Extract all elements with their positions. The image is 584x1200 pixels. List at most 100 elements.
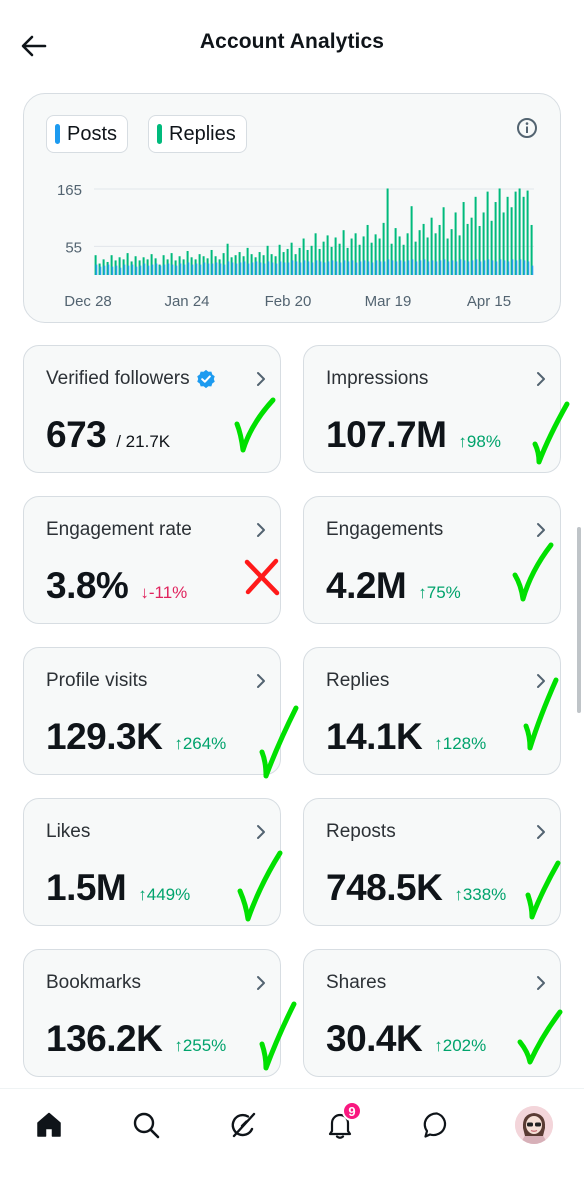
nav-grok[interactable]	[221, 1103, 265, 1147]
reply-bar	[430, 217, 433, 275]
chevron-right-icon	[257, 976, 265, 990]
post-bar	[263, 263, 266, 275]
card-engagements[interactable]: Engagements 4.2M ↑75%	[303, 496, 561, 624]
search-icon	[133, 1112, 160, 1139]
post-bar	[443, 259, 446, 275]
card-impressions[interactable]: Impressions 107.7M ↑98%	[303, 345, 570, 473]
reply-bar	[170, 253, 173, 275]
legend-posts[interactable]: Posts	[46, 115, 129, 153]
card-shares[interactable]: Shares 30.4K ↑202%	[303, 949, 563, 1077]
post-bar	[275, 263, 278, 275]
reply-bar	[402, 244, 405, 275]
nav-notifications[interactable]: 9	[318, 1101, 362, 1147]
post-bar	[511, 259, 514, 275]
card-profile-visits[interactable]: Profile visits 129.3K ↑264%	[23, 647, 299, 779]
profile-visits-change-value: 264%	[182, 734, 227, 753]
nav-messages[interactable]	[415, 1103, 459, 1147]
post-bar	[167, 263, 170, 275]
post-bar	[499, 259, 502, 275]
post-bar	[203, 262, 206, 275]
reply-bar	[302, 238, 305, 275]
reply-bar	[334, 237, 337, 275]
reply-bar	[510, 207, 513, 275]
post-bar	[451, 260, 454, 275]
nav-home[interactable]	[27, 1103, 71, 1147]
engagements-value: 4.2M	[326, 565, 407, 606]
reply-bar	[286, 248, 289, 275]
reply-bar	[478, 226, 481, 275]
post-bar	[491, 260, 494, 275]
post-bar	[471, 260, 474, 275]
post-bar	[207, 263, 210, 275]
reply-bar	[398, 236, 401, 275]
engagement-rate-value: 3.8%	[46, 565, 129, 606]
card-reposts[interactable]: Reposts 748.5K ↑338%	[303, 798, 561, 926]
replies-change-value: 128%	[442, 734, 487, 753]
post-bar	[483, 260, 486, 275]
green-check-mark-icon	[259, 1001, 297, 1071]
post-bar	[215, 262, 218, 275]
post-bar	[295, 261, 298, 275]
post-bar	[247, 263, 250, 275]
reply-bar	[454, 212, 457, 275]
post-bar	[123, 264, 126, 275]
reply-bar	[210, 249, 213, 275]
card-bookmarks[interactable]: Bookmarks 136.2K ↑255%	[23, 949, 297, 1077]
post-bar	[531, 265, 534, 275]
chevron-right-icon	[537, 825, 545, 839]
green-check-mark-icon	[234, 397, 276, 453]
reply-bar	[518, 188, 521, 275]
post-bar	[419, 260, 422, 275]
post-bar	[303, 260, 306, 275]
post-bar	[231, 262, 234, 275]
card-replies[interactable]: Replies 14.1K ↑128%	[303, 647, 561, 775]
post-bar	[99, 266, 102, 275]
impressions-change-value: 98%	[466, 432, 501, 451]
impressions-change: ↑98%	[458, 432, 501, 451]
post-bar	[111, 266, 114, 275]
post-bar	[147, 265, 150, 275]
post-bar	[387, 259, 390, 275]
legend-posts-label: Posts	[67, 122, 118, 145]
post-bar	[151, 264, 154, 275]
reply-bar	[410, 206, 413, 275]
red-cross-mark-icon	[244, 558, 280, 596]
post-bar	[163, 264, 166, 275]
info-icon[interactable]	[516, 117, 538, 139]
engagement-rate-label: Engagement rate	[46, 519, 192, 540]
reply-bar	[490, 220, 493, 275]
home-icon	[37, 1112, 61, 1137]
post-bar	[391, 260, 394, 275]
scrollbar[interactable]	[577, 527, 581, 713]
post-bar	[143, 263, 146, 275]
post-bar	[199, 264, 202, 275]
post-bar	[291, 260, 294, 275]
engagements-change-value: 75%	[426, 583, 461, 602]
legend-replies[interactable]: Replies	[148, 115, 247, 153]
chevron-right-icon	[257, 372, 265, 386]
reply-bar	[326, 235, 329, 275]
green-check-mark-icon	[523, 677, 559, 751]
post-bar	[175, 265, 178, 275]
x-tick-label: Feb 20	[265, 293, 312, 310]
likes-value: 1.5M	[46, 867, 127, 908]
card-likes[interactable]: Likes 1.5M ↑449%	[23, 798, 283, 926]
chevron-right-icon	[257, 825, 265, 839]
post-bar	[487, 259, 490, 275]
post-bar	[523, 260, 526, 275]
nav-search[interactable]	[124, 1103, 168, 1147]
back-button[interactable]	[14, 28, 54, 64]
post-bar	[515, 260, 518, 275]
card-engagement-rate[interactable]: Engagement rate 3.8% ↓-11%	[23, 496, 281, 624]
post-bar	[219, 263, 222, 275]
reposts-label: Reposts	[326, 821, 396, 842]
nav-profile[interactable]	[512, 1103, 556, 1147]
reply-bar	[390, 243, 393, 275]
reply-bar	[506, 196, 509, 275]
post-bar	[323, 262, 326, 275]
post-bar	[331, 260, 334, 275]
reply-bar	[462, 202, 465, 275]
y-tick-label: 165	[57, 182, 82, 199]
card-verified-followers[interactable]: Verified followers 673 / 21.7K	[23, 345, 281, 473]
reply-bar	[530, 224, 533, 275]
